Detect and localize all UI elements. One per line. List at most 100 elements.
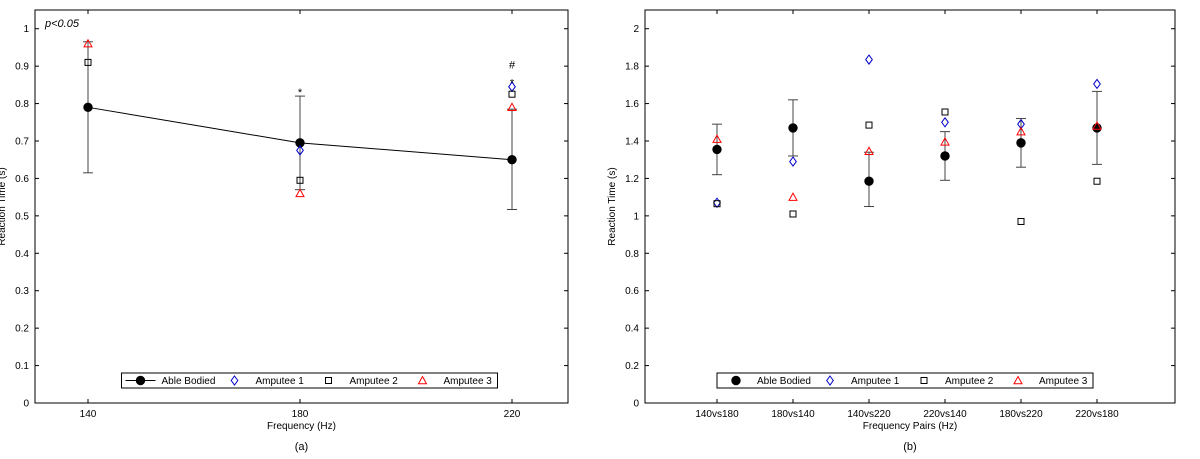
- y-tick-label: 0.4: [15, 249, 29, 260]
- y-tick-label: 0.2: [15, 324, 29, 335]
- series-able-bodied: [712, 90, 1102, 207]
- data-point: [507, 155, 517, 165]
- legend-label: Amputee 3: [444, 376, 493, 387]
- legend-label: Able Bodied: [162, 376, 216, 387]
- y-tick-label: 0.5: [15, 211, 29, 222]
- legend-marker: [826, 375, 834, 386]
- legend-marker: [731, 375, 741, 386]
- panel-caption: (a): [295, 441, 308, 453]
- series-amputee-3: [712, 120, 1102, 201]
- x-tick-label: 180vs140: [771, 409, 815, 420]
- data-point: [864, 146, 874, 155]
- legend-marker: [1013, 375, 1023, 385]
- data-point: [1092, 120, 1102, 130]
- y-tick-label: 1: [633, 211, 639, 222]
- data-point: [789, 156, 797, 167]
- plot-area-frame: [644, 9, 1176, 404]
- legend-label: Amputee 2: [350, 376, 399, 387]
- legend-item: Amputee 1: [230, 375, 305, 387]
- y-tick-label: 0.7: [15, 137, 29, 148]
- series-amputee-1: [296, 81, 516, 156]
- data-point: [789, 210, 797, 218]
- y-tick-label: 0: [633, 399, 639, 410]
- legend-item: Amputee 3: [1013, 375, 1088, 387]
- y-tick-label: 0.8: [625, 249, 639, 260]
- legend-marker: [135, 375, 146, 386]
- legend-frame: [716, 372, 1094, 389]
- legend: Able Bodied Amputee 1 Amputee 2 Amputee 3: [121, 372, 498, 389]
- data-point: [83, 102, 93, 113]
- chart-panel-b: 0 0.2 0.4 0.6 0.8 1 1.2 1.4 1.6 1.8 2 140vs180 180vs…: [607, 9, 1176, 453]
- series-amputee-3: [83, 38, 517, 198]
- legend-marker: [325, 377, 332, 384]
- series-amputee-2: [84, 58, 516, 184]
- data-point: [712, 134, 722, 143]
- data-point: [940, 136, 950, 146]
- data-point: [865, 121, 873, 129]
- y-tick-label: 0.9: [15, 62, 29, 73]
- y-tick-label: 0.6: [15, 174, 29, 185]
- x-tick-label: 140: [80, 409, 97, 420]
- legend-item: Amputee 3: [417, 375, 493, 387]
- data-point: [508, 90, 516, 98]
- data-point: [1016, 138, 1026, 148]
- data-point: [713, 197, 721, 209]
- legend-item: Amputee 1: [826, 375, 900, 387]
- data-point: [296, 176, 304, 184]
- data-point: [788, 192, 798, 201]
- legend-item: Amputee 2: [920, 376, 994, 387]
- y-tick-label: 0.6: [625, 286, 639, 297]
- y-tick-label: 1.4: [625, 137, 639, 148]
- legend-label: Amputee 1: [851, 376, 900, 387]
- legend-marker: [417, 375, 428, 385]
- x-tick-label: 220: [504, 409, 521, 420]
- series-amputee-2: [713, 108, 1101, 225]
- legend-label: Amputee 2: [945, 376, 994, 387]
- x-tick-label: 220vs140: [923, 409, 967, 420]
- data-point: [713, 200, 721, 208]
- data-point: [84, 58, 92, 66]
- series-able-bodied: [83, 41, 517, 210]
- data-point: [83, 38, 93, 48]
- data-point: [1016, 126, 1026, 136]
- y-tick-label: 1: [23, 24, 29, 35]
- legend-label: Amputee 3: [1039, 376, 1088, 387]
- significance-marker: #: [509, 60, 516, 72]
- legend-item: Able Bodied: [125, 375, 216, 387]
- y-tick-label: 2: [633, 24, 639, 35]
- legend-frame: [121, 372, 498, 389]
- legend-item: Amputee 2: [325, 376, 399, 387]
- y-axis-label: Reaction Time (s): [607, 167, 618, 245]
- x-tick-label: 140vs180: [695, 409, 739, 420]
- data-point: [296, 145, 304, 156]
- legend-label: Amputee 1: [256, 376, 305, 387]
- x-tick-label: 220vs180: [1075, 409, 1119, 420]
- x-axis-label: Frequency (Hz): [267, 421, 336, 432]
- y-tick-label: 0.1: [15, 361, 29, 372]
- data-point: [507, 102, 517, 112]
- legend-label: Able Bodied: [757, 376, 811, 387]
- x-tick-label: 180vs220: [999, 409, 1043, 420]
- significance-marker: *: [298, 87, 303, 99]
- y-tick-label: 0.4: [625, 324, 639, 335]
- data-point: [1093, 78, 1101, 90]
- legend-marker: [920, 377, 928, 384]
- x-tick-label: 180: [292, 409, 309, 420]
- y-tick-label: 0.3: [15, 286, 29, 297]
- significance-note: p<0.05: [44, 18, 80, 30]
- x-axis-label: Frequency Pairs (Hz): [863, 421, 957, 432]
- data-point: [1093, 177, 1101, 185]
- y-tick-label: 1.8: [625, 62, 639, 73]
- data-point: [865, 54, 873, 65]
- significance-marker: *: [510, 78, 515, 90]
- panel-caption: (b): [903, 441, 916, 453]
- y-tick-label: 1.2: [625, 174, 639, 185]
- plot-area-frame: [34, 9, 569, 404]
- data-point: [940, 151, 950, 161]
- data-point: [788, 123, 798, 133]
- data-point: [941, 108, 949, 116]
- data-point: [864, 176, 874, 186]
- data-point: [295, 138, 305, 148]
- data-point: [712, 144, 722, 155]
